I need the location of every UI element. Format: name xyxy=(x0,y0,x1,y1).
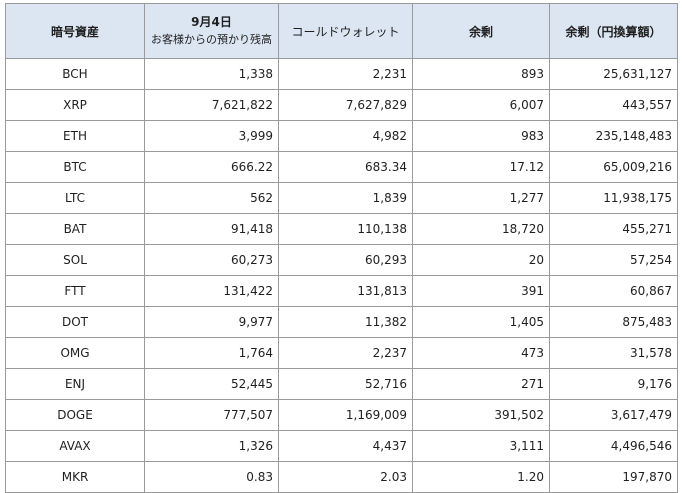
cell-surplus-jpy: 235,148,483 xyxy=(549,120,678,152)
cell-deposit: 777,507 xyxy=(144,399,279,431)
table-row: DOGE 777,507 1,169,009 391,502 3,617,479 xyxy=(5,399,678,431)
cell-asset: ETH xyxy=(5,120,145,152)
cell-asset: OMG xyxy=(5,337,145,369)
cell-deposit: 52,445 xyxy=(144,368,279,400)
table-row: FTT 131,422 131,813 391 60,867 xyxy=(5,275,678,307)
table-row: ETH 3,999 4,982 983 235,148,483 xyxy=(5,120,678,152)
cell-surplus-jpy: 25,631,127 xyxy=(549,58,678,90)
cell-cold-wallet: 1,839 xyxy=(278,182,413,214)
table-row: AVAX 1,326 4,437 3,111 4,496,546 xyxy=(5,430,678,462)
cell-asset: FTT xyxy=(5,275,145,307)
cell-cold-wallet: 1,169,009 xyxy=(278,399,413,431)
cell-deposit: 0.83 xyxy=(144,461,279,493)
cell-cold-wallet: 11,382 xyxy=(278,306,413,338)
table-row: LTC 562 1,839 1,277 11,938,175 xyxy=(5,182,678,214)
cell-deposit: 91,418 xyxy=(144,213,279,245)
custody-balance-table: 暗号資産 9月4日 お客様からの預かり残高 コールドウォレット 余剰 余剰（円換… xyxy=(5,3,678,493)
cell-surplus-jpy: 455,271 xyxy=(549,213,678,245)
header-deposit-label: お客様からの預かり残高 xyxy=(151,33,272,46)
cell-surplus-jpy: 60,867 xyxy=(549,275,678,307)
table-row: XRP 7,621,822 7,627,829 6,007 443,557 xyxy=(5,89,678,121)
header-surplus: 余剰 xyxy=(412,3,550,59)
cell-deposit: 60,273 xyxy=(144,244,279,276)
cell-cold-wallet: 7,627,829 xyxy=(278,89,413,121)
cell-surplus-jpy: 31,578 xyxy=(549,337,678,369)
table-row: BCH 1,338 2,231 893 25,631,127 xyxy=(5,58,678,90)
cell-deposit: 1,764 xyxy=(144,337,279,369)
cell-surplus: 893 xyxy=(412,58,550,90)
cell-surplus-jpy: 4,496,546 xyxy=(549,430,678,462)
cell-asset: LTC xyxy=(5,182,145,214)
cell-asset: XRP xyxy=(5,89,145,121)
cell-cold-wallet: 4,437 xyxy=(278,430,413,462)
table-row: MKR 0.83 2.03 1.20 197,870 xyxy=(5,461,678,493)
table-row: ENJ 52,445 52,716 271 9,176 xyxy=(5,368,678,400)
cell-deposit: 131,422 xyxy=(144,275,279,307)
cell-cold-wallet: 110,138 xyxy=(278,213,413,245)
cell-cold-wallet: 2.03 xyxy=(278,461,413,493)
cell-asset: BTC xyxy=(5,151,145,183)
cell-surplus-jpy: 9,176 xyxy=(549,368,678,400)
cell-deposit: 3,999 xyxy=(144,120,279,152)
cell-surplus: 983 xyxy=(412,120,550,152)
cell-surplus: 6,007 xyxy=(412,89,550,121)
table-header: 暗号資産 9月4日 お客様からの預かり残高 コールドウォレット 余剰 余剰（円換… xyxy=(5,3,678,59)
table-row: SOL 60,273 60,293 20 57,254 xyxy=(5,244,678,276)
cell-surplus: 20 xyxy=(412,244,550,276)
cell-asset: DOGE xyxy=(5,399,145,431)
header-asset: 暗号資産 xyxy=(5,3,145,59)
cell-deposit: 9,977 xyxy=(144,306,279,338)
header-row: 暗号資産 9月4日 お客様からの預かり残高 コールドウォレット 余剰 余剰（円換… xyxy=(5,3,678,59)
cell-deposit: 1,338 xyxy=(144,58,279,90)
cell-asset: MKR xyxy=(5,461,145,493)
cell-surplus: 271 xyxy=(412,368,550,400)
cell-cold-wallet: 2,231 xyxy=(278,58,413,90)
cell-deposit: 562 xyxy=(144,182,279,214)
cell-surplus: 17.12 xyxy=(412,151,550,183)
cell-surplus: 391,502 xyxy=(412,399,550,431)
cell-surplus: 1.20 xyxy=(412,461,550,493)
cell-asset: ENJ xyxy=(5,368,145,400)
table-row: OMG 1,764 2,237 473 31,578 xyxy=(5,337,678,369)
table-row: BAT 91,418 110,138 18,720 455,271 xyxy=(5,213,678,245)
cell-surplus-jpy: 3,617,479 xyxy=(549,399,678,431)
cell-deposit: 666.22 xyxy=(144,151,279,183)
cell-cold-wallet: 4,982 xyxy=(278,120,413,152)
cell-surplus-jpy: 57,254 xyxy=(549,244,678,276)
cell-surplus: 18,720 xyxy=(412,213,550,245)
cell-asset: AVAX xyxy=(5,430,145,462)
cell-deposit: 7,621,822 xyxy=(144,89,279,121)
cell-cold-wallet: 2,237 xyxy=(278,337,413,369)
cell-asset: SOL xyxy=(5,244,145,276)
cell-surplus-jpy: 875,483 xyxy=(549,306,678,338)
cell-asset: DOT xyxy=(5,306,145,338)
cell-surplus-jpy: 65,009,216 xyxy=(549,151,678,183)
header-cold-wallet: コールドウォレット xyxy=(278,3,413,59)
cell-cold-wallet: 52,716 xyxy=(278,368,413,400)
table-body: BCH 1,338 2,231 893 25,631,127 XRP 7,621,822 7,… xyxy=(5,58,678,493)
header-date: 9月4日 xyxy=(191,15,232,29)
cell-asset: BCH xyxy=(5,58,145,90)
table-row: DOT 9,977 11,382 1,405 875,483 xyxy=(5,306,678,338)
cell-surplus: 391 xyxy=(412,275,550,307)
cell-cold-wallet: 131,813 xyxy=(278,275,413,307)
table-row: BTC 666.22 683.34 17.12 65,009,216 xyxy=(5,151,678,183)
cell-surplus: 473 xyxy=(412,337,550,369)
cell-surplus: 1,405 xyxy=(412,306,550,338)
cell-surplus-jpy: 197,870 xyxy=(549,461,678,493)
cell-surplus-jpy: 11,938,175 xyxy=(549,182,678,214)
cell-deposit: 1,326 xyxy=(144,430,279,462)
cell-surplus-jpy: 443,557 xyxy=(549,89,678,121)
header-deposit: 9月4日 お客様からの預かり残高 xyxy=(144,3,279,59)
header-surplus-jpy: 余剰（円換算額） xyxy=(549,3,678,59)
cell-surplus: 1,277 xyxy=(412,182,550,214)
cell-asset: BAT xyxy=(5,213,145,245)
cell-cold-wallet: 683.34 xyxy=(278,151,413,183)
cell-surplus: 3,111 xyxy=(412,430,550,462)
cell-cold-wallet: 60,293 xyxy=(278,244,413,276)
